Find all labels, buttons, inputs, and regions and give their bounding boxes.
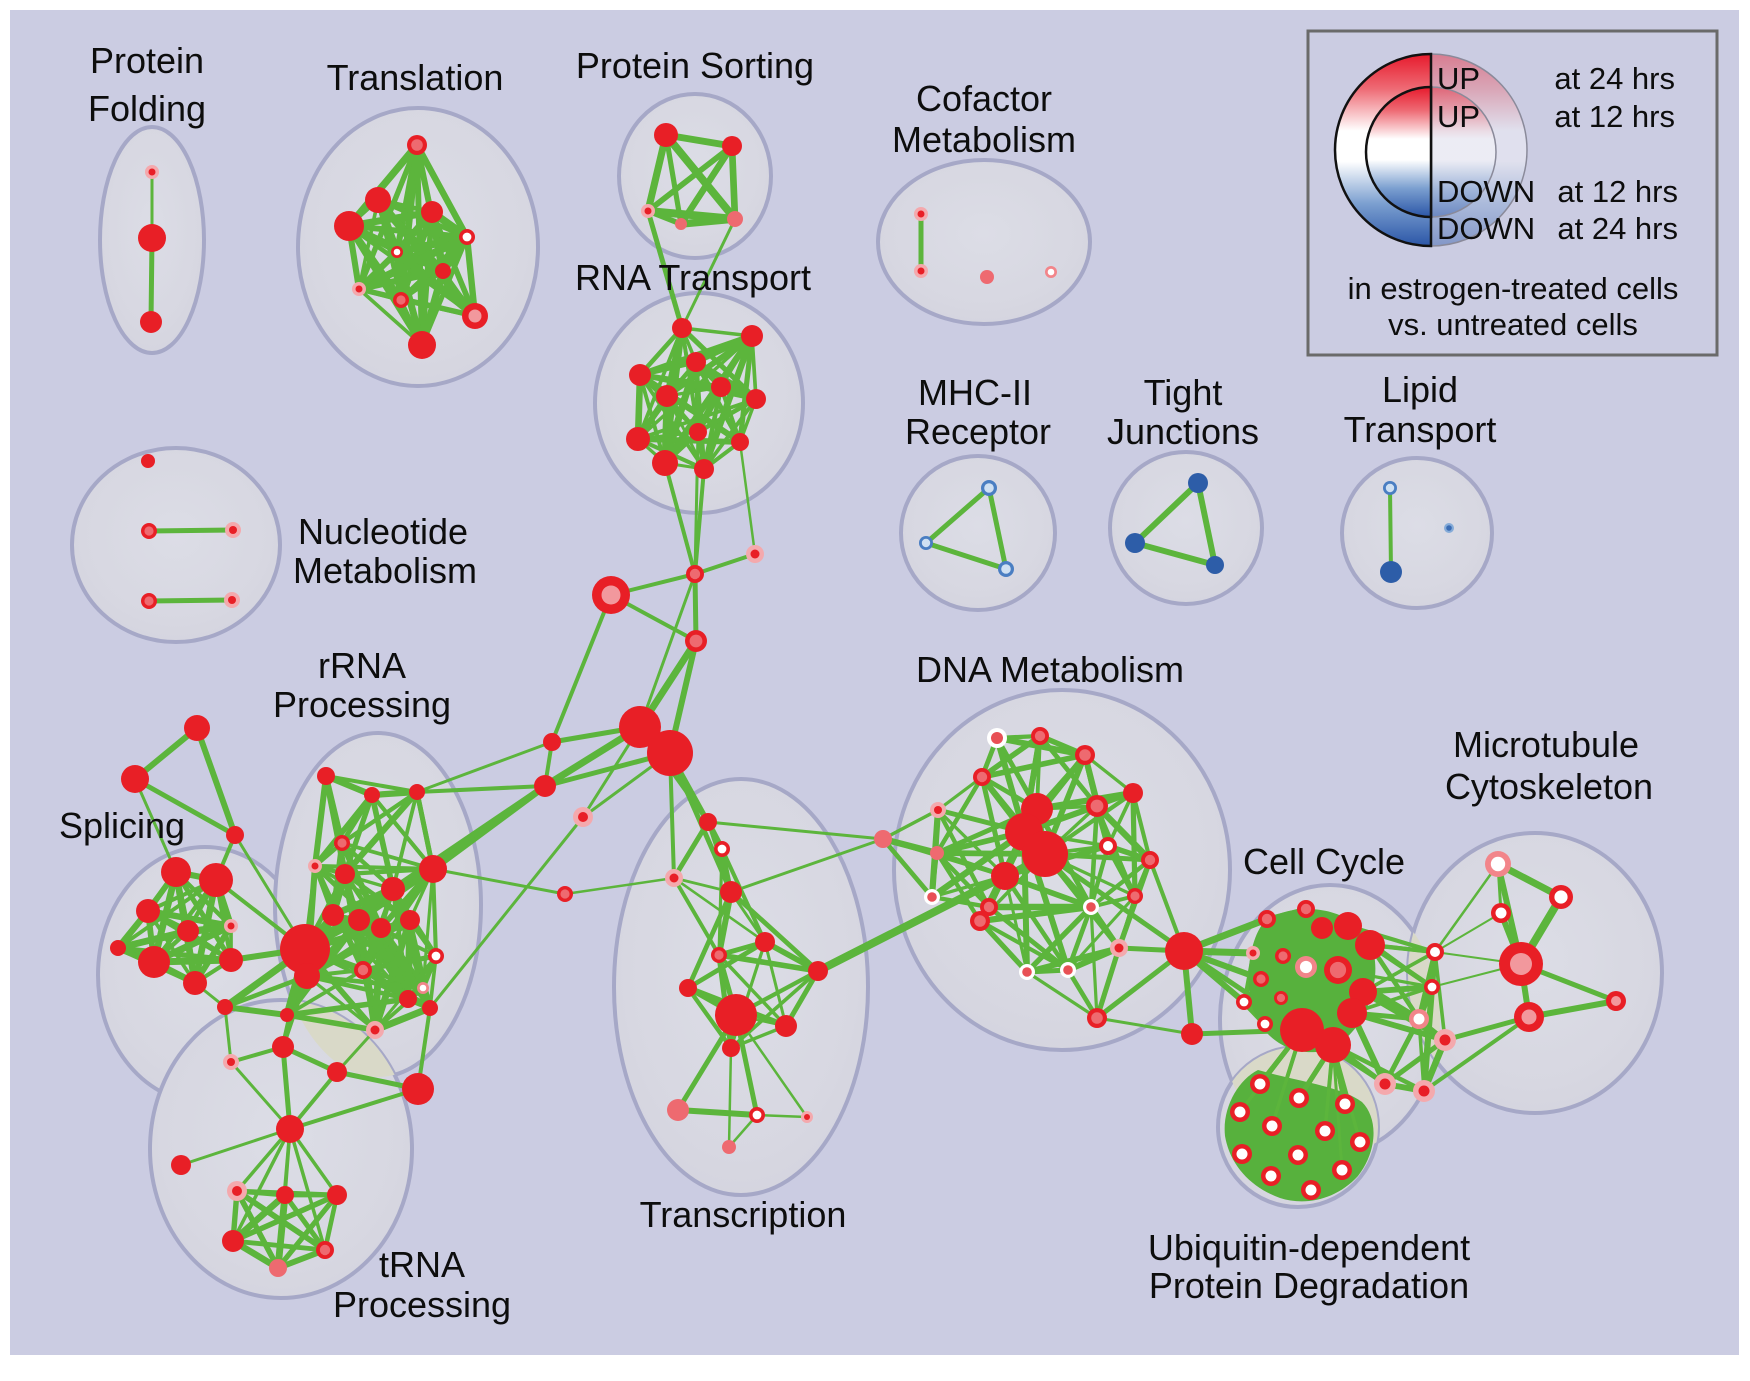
- svg-text:Transcription: Transcription: [640, 1194, 847, 1235]
- svg-text:tRNA: tRNA: [379, 1244, 465, 1285]
- svg-text:Metabolism: Metabolism: [293, 550, 477, 591]
- svg-text:Cofactor: Cofactor: [916, 78, 1052, 119]
- svg-text:Transport: Transport: [1344, 409, 1497, 450]
- svg-text:Junctions: Junctions: [1107, 411, 1259, 452]
- svg-text:Lipid: Lipid: [1382, 369, 1458, 410]
- svg-text:at 12 hrs: at 12 hrs: [1554, 99, 1675, 134]
- svg-text:at 24 hrs: at 24 hrs: [1557, 211, 1678, 246]
- svg-text:Ubiquitin-dependent: Ubiquitin-dependent: [1148, 1227, 1470, 1268]
- svg-text:Processing: Processing: [333, 1284, 511, 1325]
- svg-text:DOWN: DOWN: [1437, 211, 1535, 246]
- svg-text:Protein Degradation: Protein Degradation: [1149, 1265, 1469, 1306]
- svg-text:Folding: Folding: [88, 88, 206, 129]
- svg-text:Metabolism: Metabolism: [892, 119, 1076, 160]
- svg-text:in estrogen-treated cells: in estrogen-treated cells: [1348, 271, 1679, 306]
- svg-text:vs. untreated cells: vs. untreated cells: [1388, 307, 1638, 342]
- svg-text:Receptor: Receptor: [905, 411, 1051, 452]
- svg-text:DNA Metabolism: DNA Metabolism: [916, 649, 1184, 690]
- svg-text:Microtubule: Microtubule: [1453, 724, 1639, 765]
- svg-text:Protein Sorting: Protein Sorting: [576, 45, 814, 86]
- svg-text:Processing: Processing: [273, 684, 451, 725]
- svg-text:Nucleotide: Nucleotide: [298, 511, 468, 552]
- svg-text:RNA Transport: RNA Transport: [575, 257, 811, 298]
- svg-text:DOWN: DOWN: [1437, 174, 1535, 209]
- svg-text:Splicing: Splicing: [59, 805, 185, 846]
- svg-text:at 12 hrs: at 12 hrs: [1557, 174, 1678, 209]
- svg-text:at 24 hrs: at 24 hrs: [1554, 61, 1675, 96]
- svg-text:Translation: Translation: [327, 57, 504, 98]
- svg-text:rRNA: rRNA: [318, 645, 406, 686]
- svg-text:Cytoskeleton: Cytoskeleton: [1445, 766, 1653, 807]
- svg-text:Protein: Protein: [90, 40, 204, 81]
- svg-text:Tight: Tight: [1144, 372, 1223, 413]
- svg-text:Cell Cycle: Cell Cycle: [1243, 841, 1405, 882]
- svg-text:UP: UP: [1437, 61, 1480, 96]
- svg-text:UP: UP: [1437, 99, 1480, 134]
- svg-text:MHC-II: MHC-II: [918, 372, 1032, 413]
